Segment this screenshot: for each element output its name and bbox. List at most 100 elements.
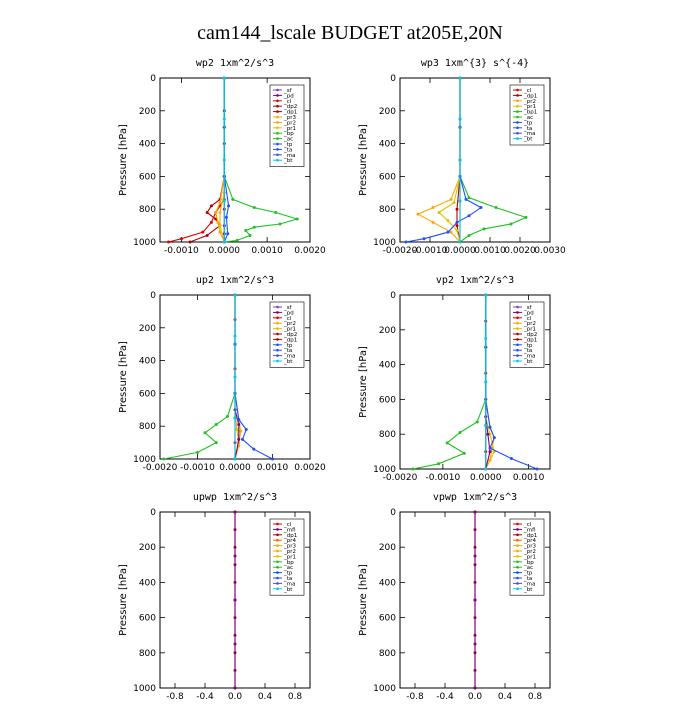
legend-entry: _pr3 xyxy=(283,115,297,121)
data-point xyxy=(241,437,244,441)
data-point xyxy=(473,510,477,514)
data-point xyxy=(449,230,453,234)
data-point xyxy=(488,446,492,450)
y-tick-label: 1000 xyxy=(133,455,156,465)
legend-entry: _cl xyxy=(523,88,532,94)
legend-marker xyxy=(276,522,279,526)
y-tick-label: 600 xyxy=(379,172,396,182)
panel-title: vp2 1xm^2/s^3 xyxy=(436,275,514,286)
y-tick-label: 200 xyxy=(379,543,396,553)
legend-marker xyxy=(276,88,279,92)
legend-marker xyxy=(516,582,519,585)
legend-marker xyxy=(516,354,519,357)
legend-marker xyxy=(516,522,519,526)
x-tick-label: -0.0020 xyxy=(383,246,418,256)
legend-entry: _dp1 xyxy=(283,110,297,116)
data-point xyxy=(455,220,459,224)
legend-entry: _mfl xyxy=(283,527,296,533)
data-point xyxy=(237,418,241,422)
legend-entry: _ta xyxy=(283,147,292,153)
data-point xyxy=(222,199,226,203)
data-point xyxy=(458,76,462,80)
data-point xyxy=(203,431,207,435)
legend-entry: _cl xyxy=(283,316,292,322)
y-tick-label: 0 xyxy=(390,508,396,518)
legend-marker xyxy=(516,311,519,314)
data-point xyxy=(222,117,226,121)
data-point xyxy=(188,240,192,244)
legend-entry: _pr1 xyxy=(523,104,536,110)
legend-entry: _cl xyxy=(283,99,292,105)
data-point xyxy=(479,206,483,210)
data-point xyxy=(295,217,299,221)
data-point xyxy=(233,510,237,514)
legend-marker xyxy=(276,153,279,157)
data-point xyxy=(278,222,282,226)
y-axis-label: Pressure [hPa] xyxy=(118,124,129,196)
legend-marker xyxy=(276,158,279,162)
x-tick-label: -0.0010 xyxy=(413,246,448,256)
data-point xyxy=(475,420,479,424)
y-tick-label: 800 xyxy=(379,649,396,659)
legend-marker xyxy=(516,544,519,547)
data-point xyxy=(473,642,477,646)
y-tick-label: 0 xyxy=(150,74,156,84)
data-point xyxy=(235,238,239,242)
legend-marker xyxy=(516,327,519,330)
y-tick-label: 400 xyxy=(139,578,156,588)
data-point xyxy=(201,230,205,234)
data-point xyxy=(484,293,488,297)
y-tick-label: 600 xyxy=(139,614,156,624)
data-point xyxy=(488,425,492,429)
legend-entry: _ma xyxy=(283,581,295,587)
data-point xyxy=(486,432,490,436)
legend-marker xyxy=(276,99,279,103)
data-point xyxy=(235,427,239,431)
legend-marker xyxy=(516,538,519,542)
legend-marker xyxy=(276,148,279,151)
panel-title: upwp 1xm^2/s^3 xyxy=(193,492,277,503)
y-tick-label: 800 xyxy=(139,422,156,432)
data-point xyxy=(473,598,477,602)
legend-entry: _cl xyxy=(523,316,532,322)
data-point xyxy=(224,215,228,219)
legend-entry: _ma xyxy=(283,153,295,159)
data-point xyxy=(458,430,462,434)
data-point xyxy=(248,233,252,237)
data-point xyxy=(233,457,237,461)
data-point xyxy=(252,225,256,229)
legend-entry: _pr2 xyxy=(523,321,536,327)
x-tick-label: 0.0010 xyxy=(513,473,545,483)
legend-entry: _tp xyxy=(523,571,533,577)
y-tick-label: 200 xyxy=(139,543,156,553)
y-tick-label: 1000 xyxy=(373,238,396,248)
legend-marker xyxy=(276,549,279,553)
legend-marker xyxy=(276,104,279,108)
plot-frame xyxy=(399,294,551,470)
legend-marker xyxy=(516,115,519,119)
data-point xyxy=(473,554,477,558)
x-tick-label: 0.0000 xyxy=(219,463,251,473)
wp3-chart: wp3 1xm^{3} s^{-4}02004006008001000-0.00… xyxy=(358,58,566,256)
data-point xyxy=(239,429,243,433)
legend-entry: _dp2 xyxy=(283,104,297,110)
data-point xyxy=(411,467,415,471)
legend-marker xyxy=(276,555,279,558)
legend-marker xyxy=(516,528,519,531)
data-point xyxy=(162,457,166,461)
legend-entry: _ta xyxy=(523,576,532,582)
legend-marker xyxy=(516,338,519,341)
x-tick-label: -0.0020 xyxy=(383,473,418,483)
legend-entry: _ac xyxy=(523,565,533,571)
plot-frame xyxy=(159,77,311,243)
legend-marker xyxy=(276,354,279,357)
data-point xyxy=(252,206,256,210)
legend-entry: _tp xyxy=(523,343,533,349)
legend-marker xyxy=(516,348,519,352)
legend-entry: _ma xyxy=(523,354,535,360)
legend-marker xyxy=(276,587,279,591)
legend-entry: _ac xyxy=(523,115,533,121)
legend-entry: _tp xyxy=(523,120,533,126)
legend-entry: _bp1 xyxy=(523,110,537,116)
y-tick-label: 800 xyxy=(139,649,156,659)
